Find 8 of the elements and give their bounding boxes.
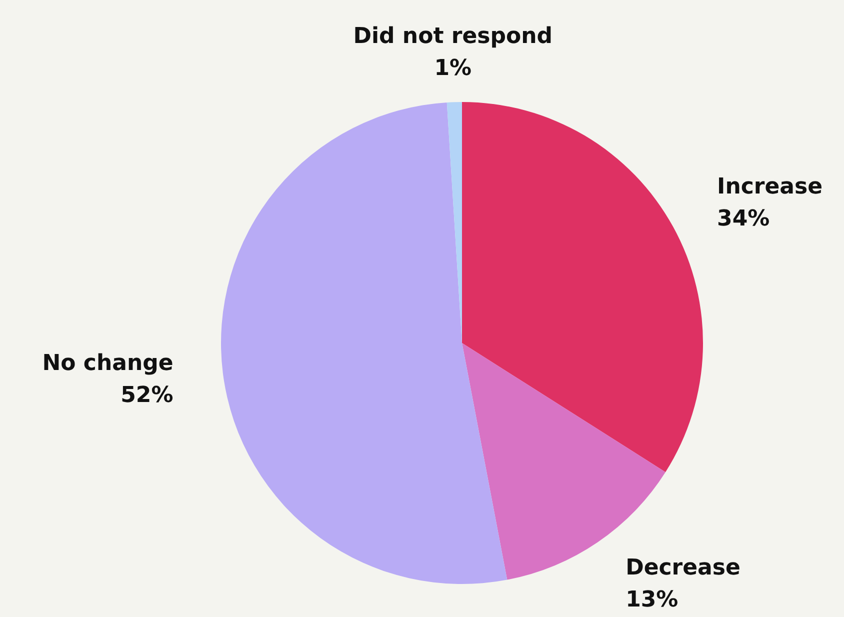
slice-label: Increase (717, 174, 823, 200)
slice-label: Did not respond (353, 24, 553, 49)
data-label: 52% (120, 383, 174, 408)
data-label: 34% (717, 206, 770, 232)
slice-label: No change (42, 351, 174, 376)
data-label: 1% (434, 56, 472, 81)
slice-label: Decrease (626, 555, 740, 580)
data-label: 13% (626, 587, 678, 612)
